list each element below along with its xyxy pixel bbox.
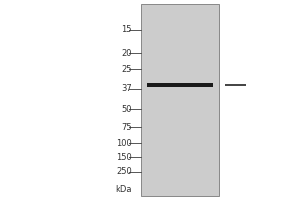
Text: 15: 15: [122, 25, 132, 34]
Text: 37: 37: [121, 84, 132, 93]
Text: 100: 100: [116, 138, 132, 148]
Bar: [141, 4, 219, 196]
Text: kDa: kDa: [116, 184, 132, 194]
Text: 250: 250: [116, 168, 132, 176]
Text: 75: 75: [122, 122, 132, 132]
Text: 25: 25: [122, 64, 132, 73]
Text: 150: 150: [116, 152, 132, 162]
Text: 20: 20: [122, 48, 132, 58]
Text: 50: 50: [122, 104, 132, 114]
Bar: [147, 83, 213, 87]
